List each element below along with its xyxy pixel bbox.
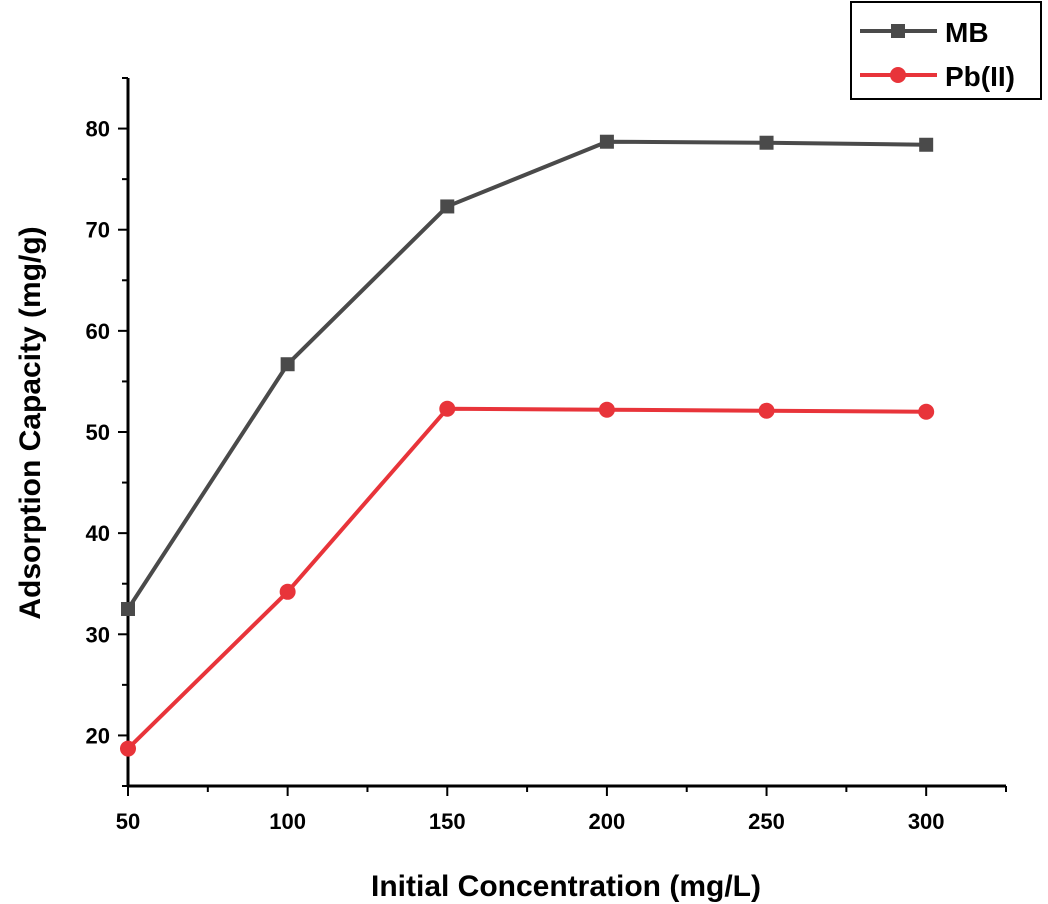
y-tick-label: 70 <box>86 218 110 243</box>
legend-marker-mb <box>891 24 905 38</box>
x-tick-label: 50 <box>116 809 140 834</box>
axes <box>126 78 1006 788</box>
point-mb <box>280 357 295 372</box>
point-pbii <box>279 583 296 600</box>
x-axis-title: Initial Concentration (mg/L) <box>371 870 761 903</box>
y-tick-label: 80 <box>86 117 110 142</box>
series-group <box>120 134 935 757</box>
y-tick-label: 30 <box>86 622 110 647</box>
point-mb <box>919 137 934 152</box>
y-ticks: 20 30 40 50 60 70 80 <box>86 77 128 787</box>
series-line-pbii <box>126 406 927 751</box>
x-tick-label: 100 <box>269 809 306 834</box>
y-tick-label: 50 <box>86 420 110 445</box>
point-pbii <box>758 402 775 419</box>
point-pbii <box>598 401 615 418</box>
legend-box <box>850 1 1042 100</box>
point-mb <box>599 134 614 149</box>
point-pbii <box>918 403 935 420</box>
point-mb <box>121 602 135 616</box>
legend-label-mb: MB <box>945 17 989 48</box>
point-mb <box>440 199 455 214</box>
point-mb <box>759 135 774 150</box>
series-line-mb <box>126 139 927 611</box>
point-pbii <box>439 400 456 417</box>
legend-label-pb: Pb(II) <box>945 61 1015 92</box>
point-pbii <box>120 740 136 757</box>
y-tick-label: 40 <box>86 521 110 546</box>
x-tick-label: 250 <box>748 809 785 834</box>
x-tick-label: 150 <box>429 809 466 834</box>
y-axis-title: Adsorption Capacity (mg/g) <box>14 226 47 619</box>
y-tick-label: 20 <box>86 723 110 748</box>
legend: MB Pb(II) <box>850 1 1042 100</box>
x-tick-label: 200 <box>589 809 626 834</box>
y-tick-label: 60 <box>86 319 110 344</box>
x-tick-label: 300 <box>908 809 945 834</box>
legend-marker-pb <box>890 67 906 83</box>
x-ticks: 50 100 150 200 250 300 <box>116 786 1007 834</box>
